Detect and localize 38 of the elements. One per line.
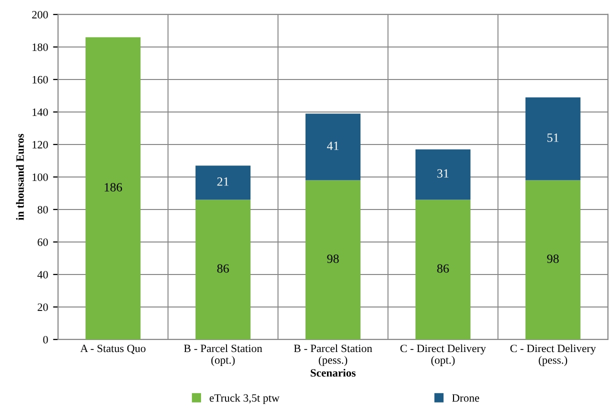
data-label: 21 [217, 177, 229, 186]
bar [525, 97, 580, 180]
data-label: 98 [547, 254, 559, 263]
y-tick-label: 40 [37, 270, 48, 278]
y-tick-label: 140 [32, 108, 48, 116]
y-tick-label: 0 [43, 336, 48, 344]
y-tick-label: 180 [32, 43, 48, 51]
x-axis-title: Scenarios [310, 368, 356, 377]
bar [306, 114, 360, 180]
data-label: 86 [437, 264, 449, 273]
x-tick-label: B - Parcel Station (pess.) [294, 344, 372, 366]
bar [86, 37, 141, 340]
bar [415, 200, 470, 340]
legend-label: eTruck 3,5t ptw [210, 394, 280, 404]
bar [196, 200, 251, 340]
bar [306, 180, 360, 340]
legend-label: Drone [452, 394, 480, 402]
bar [525, 180, 580, 340]
data-label: 86 [217, 264, 229, 273]
data-label: 51 [547, 134, 558, 142]
y-tick-label: 20 [38, 303, 48, 311]
x-tick-label: B - Parcel Station (opt.) [184, 344, 262, 366]
data-label: 41 [326, 142, 338, 150]
y-tick-label: 100 [32, 173, 48, 181]
y-tick-label: 160 [32, 76, 48, 84]
y-axis-title: in thousand Euros [16, 134, 24, 220]
data-label: 98 [327, 254, 339, 263]
y-tick-label: 120 [32, 140, 48, 148]
data-label: 31 [437, 169, 448, 178]
x-tick-label: C - Direct Delivery (pess.) [510, 344, 596, 366]
y-tick-label: 200 [32, 10, 48, 18]
bar [415, 149, 470, 200]
y-tick-label: 60 [38, 238, 48, 246]
y-tick-label: 80 [38, 206, 48, 214]
x-tick-label: A - Status Quo [80, 344, 146, 354]
bar [196, 166, 251, 200]
data-label: 186 [104, 183, 122, 192]
x-tick-label: C - Direct Delivery (opt.) [400, 344, 486, 366]
